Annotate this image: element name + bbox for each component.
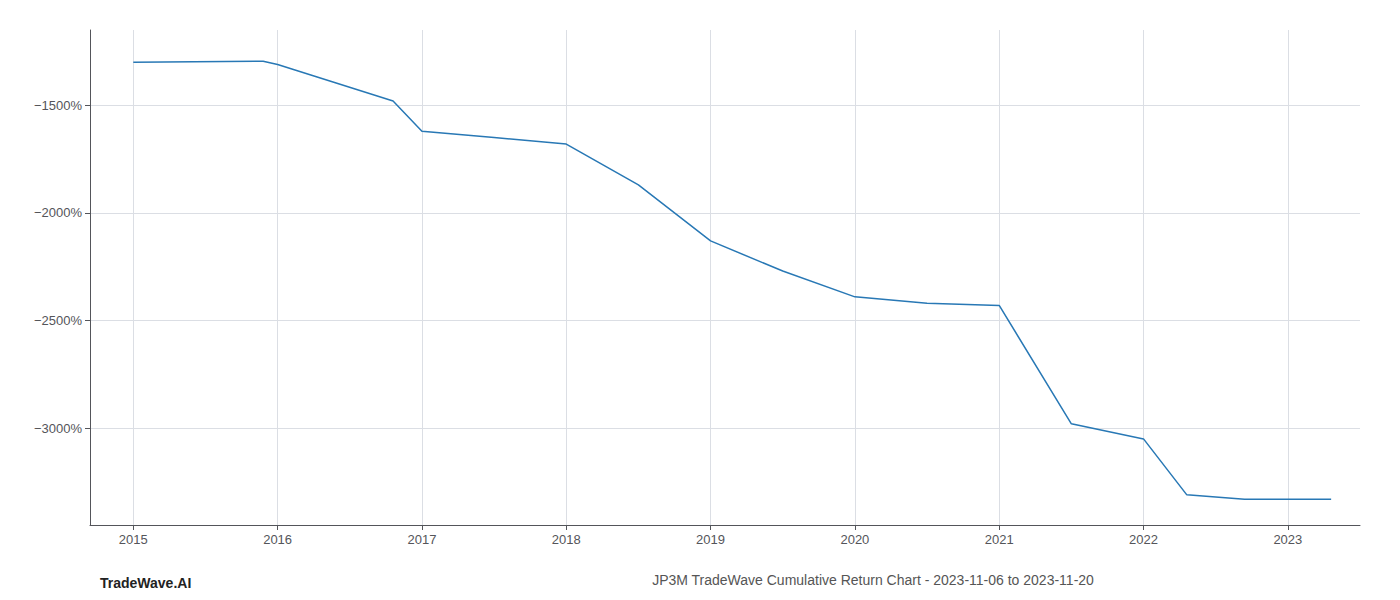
svg-text:2016: 2016 [263,532,292,547]
svg-text:2019: 2019 [696,532,725,547]
svg-text:−3000%: −3000% [34,421,83,436]
svg-text:2023: 2023 [1273,532,1302,547]
svg-text:−2000%: −2000% [34,205,83,220]
svg-text:JP3M TradeWave Cumulative Retu: JP3M TradeWave Cumulative Return Chart -… [652,572,1094,588]
svg-text:TradeWave.AI: TradeWave.AI [100,575,191,591]
svg-text:2021: 2021 [985,532,1014,547]
svg-text:2018: 2018 [552,532,581,547]
svg-text:2020: 2020 [840,532,869,547]
svg-text:2015: 2015 [119,532,148,547]
svg-text:2022: 2022 [1129,532,1158,547]
svg-text:2017: 2017 [407,532,436,547]
svg-text:−2500%: −2500% [34,313,83,328]
svg-text:−1500%: −1500% [34,98,83,113]
